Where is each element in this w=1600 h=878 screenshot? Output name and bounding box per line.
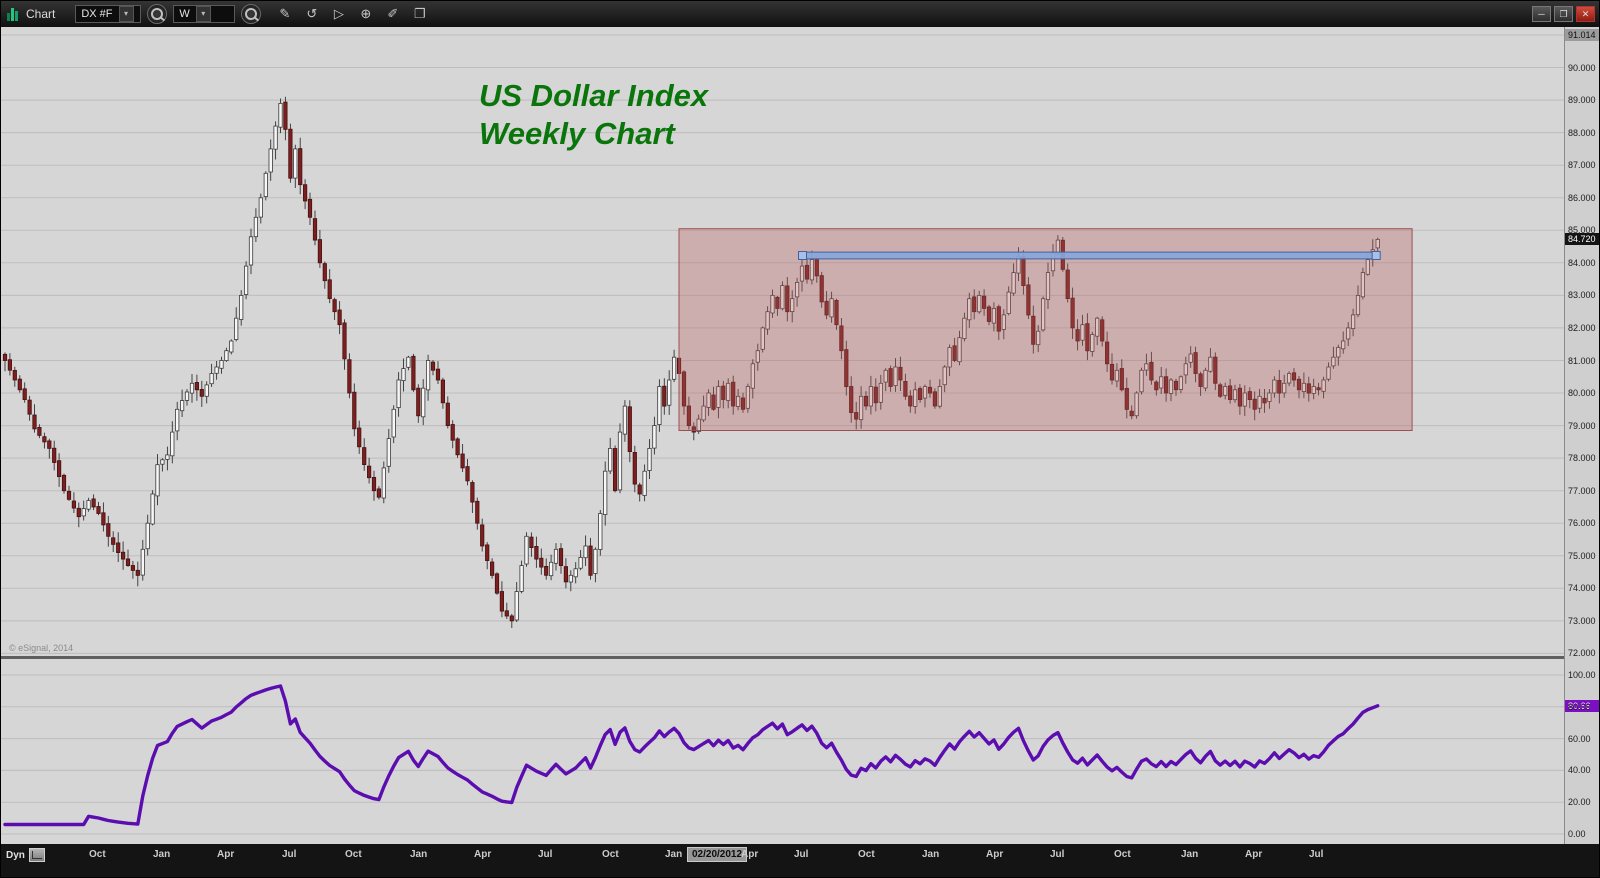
time-axis-label: Apr bbox=[1245, 849, 1263, 860]
axis-label: 79.000 bbox=[1568, 420, 1596, 431]
axis-label: 74.000 bbox=[1568, 583, 1596, 594]
time-axis-label: Jul bbox=[794, 849, 809, 860]
resistance-line[interactable] bbox=[801, 251, 1378, 260]
oscillator-line[interactable] bbox=[3, 684, 1380, 827]
time-axis-label: Jul bbox=[1309, 849, 1324, 860]
axis-label: 0.00 bbox=[1568, 829, 1586, 839]
pointer-tool-button[interactable]: ▷ bbox=[327, 4, 350, 24]
axis-label: 100.00 bbox=[1568, 670, 1596, 680]
chevron-down-icon[interactable]: ▾ bbox=[195, 6, 211, 22]
time-axis-label: Apr bbox=[986, 849, 1004, 860]
interval-lookup-button[interactable] bbox=[241, 4, 262, 24]
time-axis-label: Jan bbox=[410, 849, 428, 860]
dyn-template-label[interactable]: Dyn bbox=[6, 848, 45, 862]
window-controls: ─ ❐ ✕ bbox=[1532, 6, 1595, 22]
chevron-down-icon[interactable]: ▾ bbox=[118, 6, 134, 22]
time-axis-label: Jan bbox=[1181, 849, 1199, 860]
interval-value: W bbox=[179, 8, 190, 20]
time-axis-label: Apr bbox=[474, 849, 492, 860]
price-badge: 80.66 bbox=[1565, 699, 1599, 712]
oscillator-chart[interactable] bbox=[1, 659, 1564, 844]
time-axis-label: Jan bbox=[153, 849, 171, 860]
close-button[interactable]: ✕ bbox=[1576, 6, 1595, 22]
axis-label: 60.00 bbox=[1568, 733, 1591, 744]
pane-divider[interactable] bbox=[1, 656, 1599, 659]
axis-label: 86.000 bbox=[1568, 192, 1596, 203]
dyn-chart-icon[interactable] bbox=[28, 848, 45, 862]
price-badge: 84.720 bbox=[1565, 233, 1599, 246]
axis-label: 84.000 bbox=[1568, 257, 1596, 268]
axis-label: 83.000 bbox=[1568, 290, 1596, 301]
time-axis-label: Jul bbox=[1050, 849, 1065, 860]
time-axis-label: Oct bbox=[858, 849, 875, 860]
axis-label: 81.000 bbox=[1568, 355, 1596, 366]
restore-button[interactable]: ❐ bbox=[1554, 6, 1573, 22]
minimize-button[interactable]: ─ bbox=[1532, 6, 1551, 22]
axis-label: 80.000 bbox=[1568, 388, 1596, 398]
time-axis-label: Apr bbox=[741, 849, 759, 860]
symbol-value: DX #F bbox=[81, 8, 113, 20]
window-title: Chart bbox=[26, 7, 56, 21]
time-axis-label: Jul bbox=[538, 849, 553, 860]
axis-label: 90.000 bbox=[1568, 62, 1596, 73]
magnifier-icon bbox=[151, 8, 164, 20]
axis-label: 20.00 bbox=[1568, 797, 1591, 808]
time-axis-label: Jan bbox=[665, 849, 683, 860]
annotation-line-2: Weekly Chart bbox=[479, 115, 675, 151]
time-axis[interactable]: Dyn Oct Jan Apr Jul Oct Jan Apr Jul Oct Jan 02/20/… bbox=[1, 844, 1599, 877]
axis-label: 78.000 bbox=[1568, 453, 1596, 464]
line-handle-right[interactable] bbox=[1371, 251, 1381, 260]
annotation-line-1: US Dollar Index bbox=[479, 78, 709, 113]
time-axis-label: Jan bbox=[922, 849, 940, 860]
interval-combo[interactable]: W ▾ bbox=[173, 5, 236, 23]
time-axis-label: Oct bbox=[345, 849, 362, 860]
axis-label: 82.000 bbox=[1568, 322, 1596, 333]
axis-label: 76.000 bbox=[1568, 518, 1596, 529]
axis-label: 72.000 bbox=[1568, 648, 1596, 659]
axis-label: 85.000 bbox=[1568, 225, 1596, 236]
titlebar: Chart DX #F ▾ W ▾ ✎ ↺ ▷ ⊕ ✐ ❐ ─ ❐ ✕ bbox=[1, 1, 1599, 27]
magnifier-icon bbox=[245, 8, 258, 20]
time-axis-label: Oct bbox=[89, 849, 106, 860]
dyn-label-text: Dyn bbox=[6, 849, 25, 861]
toolbar: ✎ ↺ ▷ ⊕ ✐ ❐ bbox=[273, 4, 431, 24]
time-axis-label: Jul bbox=[282, 849, 297, 860]
indicator-pane[interactable] bbox=[1, 659, 1564, 844]
pencil-tool-button[interactable]: ✎ bbox=[273, 4, 296, 24]
time-axis-label: Oct bbox=[602, 849, 619, 860]
date-marker: 02/20/2012 bbox=[687, 847, 748, 862]
chart-annotation[interactable]: US Dollar Index Weekly Chart bbox=[479, 77, 708, 153]
refresh-button[interactable]: ↺ bbox=[300, 4, 323, 24]
axis-label: 87.000 bbox=[1568, 160, 1596, 171]
draw-tool-button[interactable]: ✐ bbox=[381, 4, 404, 24]
price-axis[interactable]: 91.014 90.000 89.000 88.000 87.000 86.000 85.0… bbox=[1564, 27, 1599, 844]
symbol-combo[interactable]: DX #F ▾ bbox=[75, 5, 142, 23]
axis-label: 73.000 bbox=[1568, 615, 1596, 626]
candlestick-chart[interactable] bbox=[1, 27, 1564, 656]
price-badge: 91.014 bbox=[1565, 28, 1599, 41]
axis-label: 89.000 bbox=[1568, 95, 1596, 106]
line-handle-left[interactable] bbox=[798, 251, 807, 260]
axis-label: 88.000 bbox=[1568, 127, 1596, 138]
chart-app-icon bbox=[7, 7, 18, 21]
page-layout-button[interactable]: ❐ bbox=[408, 4, 431, 24]
candle-bodies bbox=[2, 101, 1380, 622]
axis-label: 40.00 bbox=[1568, 765, 1591, 776]
zoom-tool-button[interactable]: ⊕ bbox=[354, 4, 377, 24]
symbol-lookup-button[interactable] bbox=[147, 4, 168, 24]
main-chart-pane[interactable]: US Dollar Index Weekly Chart © eSignal, … bbox=[1, 27, 1564, 656]
copyright-text: © eSignal, 2014 bbox=[9, 643, 74, 653]
time-axis-label: Apr bbox=[217, 849, 235, 860]
axis-label: 80.00 bbox=[1568, 701, 1591, 712]
axis-label: 77.000 bbox=[1568, 485, 1596, 496]
time-axis-label: Oct bbox=[1114, 849, 1131, 860]
axis-label: 75.000 bbox=[1568, 550, 1596, 561]
consolidation-zone[interactable] bbox=[678, 228, 1413, 431]
